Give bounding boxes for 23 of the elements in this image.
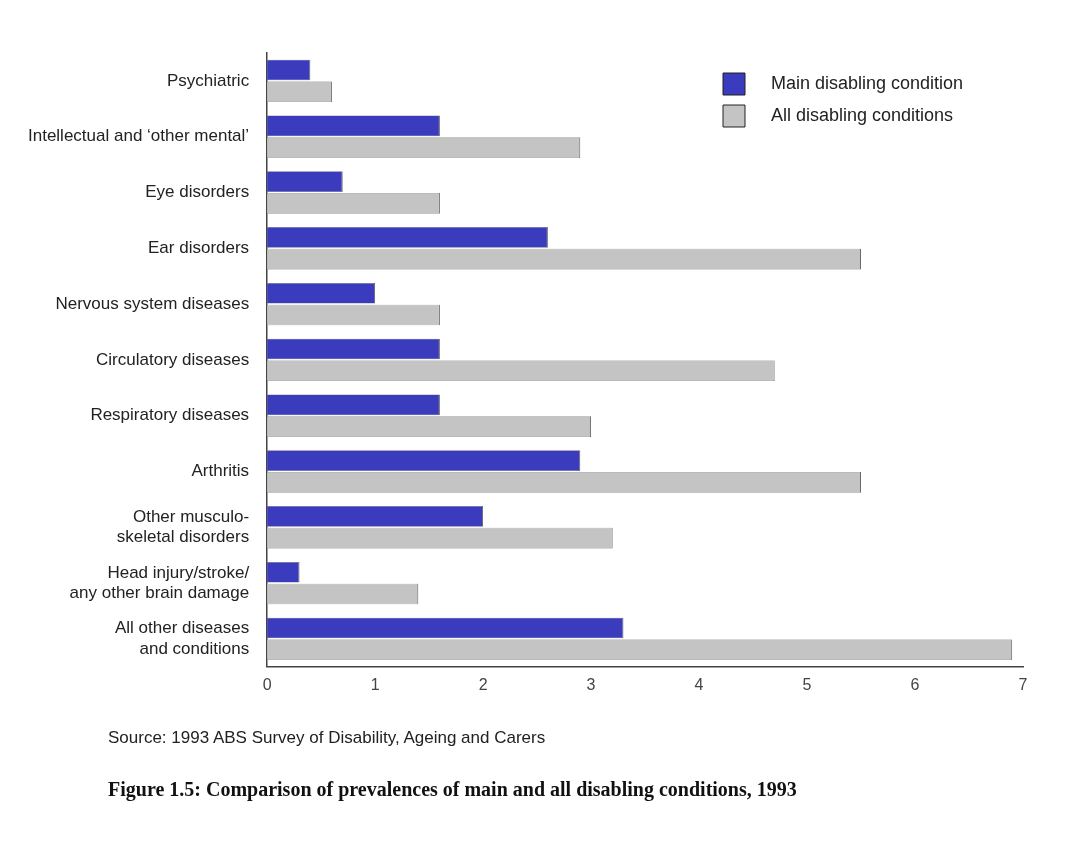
y-tick-label: All other diseases and conditions [114,618,250,658]
y-tick-label: Ear disorders [148,237,250,257]
y-tick-label: Intellectual and ‘other mental’ [27,126,250,146]
y-tick-label: Psychiatric [166,70,250,90]
y-tick-label: Nervous system diseases [55,293,250,313]
y-tick-label: Eye disorders [145,182,250,202]
x-tick-label: 4 [694,675,704,693]
y-tick-label: Circulatory diseases [96,349,250,369]
y-tick-label: Head injury/stroke/ any other brain damage [69,562,250,602]
x-tick-label: 3 [586,675,596,693]
x-tick-label: 7 [1018,675,1028,693]
y-tick-label: Arthritis [191,461,250,481]
x-tick-label: 6 [910,675,920,693]
legend-label: Main disabling condition [771,72,964,93]
x-tick-label: 5 [802,675,812,693]
x-tick-label: 1 [370,675,380,693]
text: Figure 1.5: Comparison of prevalences of main and all disabling conditions, 1993 [108,778,798,801]
source-note: Source: 1993 ABS Survey of Disability, Ageing and Carers [108,728,547,748]
legend-label: All disabling conditions [771,104,954,125]
x-tick-label: 2 [478,675,488,693]
x-tick-label: 0 [262,675,272,693]
y-tick-label: Other musculo- skeletal disorders [116,506,250,547]
y-tick-label: Respiratory diseases [90,405,250,425]
